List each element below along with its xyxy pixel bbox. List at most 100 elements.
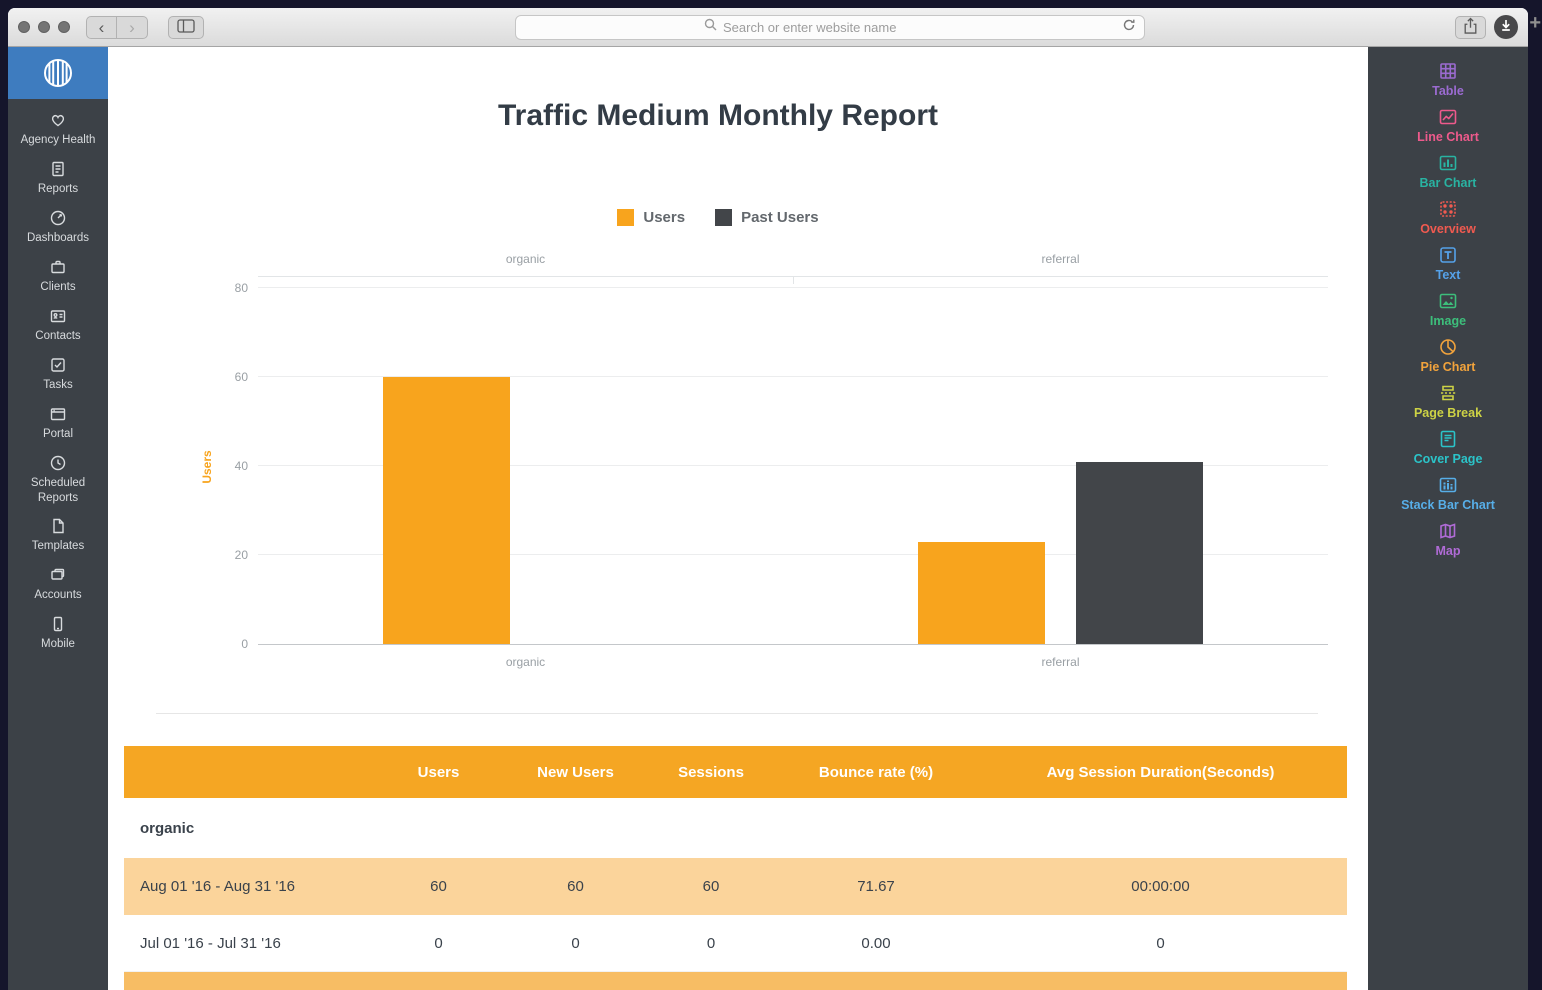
table-cell: 0	[706, 934, 716, 952]
category-label: referral	[1041, 655, 1080, 669]
stack-bar-chart-icon	[1438, 475, 1458, 495]
widget-cover-page[interactable]: Cover Page	[1413, 429, 1483, 466]
briefcase-icon	[49, 258, 67, 276]
chart-title: Traffic Medium Monthly Report	[497, 99, 938, 132]
widget-divider	[156, 713, 1318, 714]
reload-icon[interactable]	[1122, 18, 1136, 37]
table-cell: 00:00:00	[1131, 878, 1190, 895]
table-cell: 0	[571, 934, 580, 952]
address-bar[interactable]	[514, 14, 1145, 40]
sidebar-item-label: Mobile	[41, 638, 75, 651]
close-window-button[interactable]	[18, 21, 30, 33]
legend-swatch	[715, 209, 733, 226]
page-break-icon	[1438, 383, 1458, 403]
table-section-row: organic	[124, 798, 1347, 858]
y-tick-label: 20	[234, 548, 248, 562]
document-icon	[49, 517, 67, 535]
table-header-cell: New Users	[537, 763, 614, 781]
sidebar-item-label: Templates	[31, 540, 85, 553]
sidebar-item-label: Scheduled Reports	[30, 476, 86, 504]
app-logo[interactable]	[8, 47, 108, 99]
sidebar-icon	[177, 18, 195, 36]
widget-text[interactable]: Text	[1436, 245, 1460, 282]
contact-card-icon	[49, 307, 67, 325]
top-axis-labels: organic referral	[258, 252, 1328, 266]
sidebar-item-agency-health[interactable]: Agency Health	[8, 105, 108, 154]
widget-label: Cover Page	[1413, 452, 1483, 466]
share-button[interactable]	[1455, 15, 1486, 39]
sidebar-item-label: Clients	[40, 280, 76, 293]
overview-icon	[1438, 199, 1458, 219]
widget-table[interactable]: Table	[1432, 61, 1464, 98]
sidebar-item-portal[interactable]: Portal	[8, 399, 108, 448]
table-cell: 60	[702, 878, 720, 895]
text-icon	[1438, 245, 1458, 265]
sidebar-item-reports[interactable]: Reports	[8, 154, 108, 203]
sidebar-item-label: Reports	[37, 182, 79, 195]
report-icon	[49, 160, 67, 178]
bar-groups	[258, 289, 1328, 644]
gridline	[258, 376, 1328, 377]
widget-overview[interactable]: Overview	[1420, 199, 1476, 236]
widget-image[interactable]: Image	[1430, 291, 1466, 328]
sidebar-toggle-button[interactable]	[168, 15, 204, 39]
y-axis-title: Users	[200, 450, 214, 484]
sidebar-item-dashboards[interactable]: Dashboards	[8, 203, 108, 252]
sidebar-item-templates[interactable]: Templates	[8, 511, 108, 560]
legend-item: Users	[617, 209, 685, 226]
left-sidebar: Agency Health Reports Dashboards Clients Con…	[8, 47, 108, 990]
grid-icon	[1438, 61, 1458, 81]
table-cell: 71.67	[857, 878, 895, 895]
widget-page-break[interactable]: Page Break	[1414, 383, 1482, 420]
widget-panel: Table Line Chart Bar Chart Overview Text Imag…	[1368, 47, 1528, 990]
sidebar-item-clients[interactable]: Clients	[8, 252, 108, 301]
widget-map[interactable]: Map	[1436, 521, 1461, 558]
widget-label: Bar Chart	[1419, 176, 1477, 190]
sidebar-item-tasks[interactable]: Tasks	[8, 350, 108, 399]
category-label: organic	[505, 655, 546, 669]
sidebar-item-mobile[interactable]: Mobile	[8, 609, 108, 658]
heart-icon	[49, 111, 67, 129]
sidebar-item-scheduled-reports[interactable]: Scheduled Reports	[8, 448, 108, 512]
chart-legend: Users Past Users	[108, 209, 1328, 226]
widget-label: Map	[1435, 544, 1461, 558]
chart-top-axis	[258, 276, 1328, 284]
downloads-button[interactable]	[1494, 15, 1518, 39]
browser-toolbar: ‹ ›	[8, 8, 1528, 47]
phone-icon	[49, 615, 67, 633]
sidebar-item-label: Dashboards	[26, 231, 89, 244]
back-button[interactable]: ‹	[86, 15, 117, 39]
table-row: Aug 01 '16 - Aug 31 '16 60 60 60 71.67 00:00:…	[124, 858, 1347, 915]
widget-label: Overview	[1420, 222, 1476, 236]
widget-pie-chart[interactable]: Pie Chart	[1420, 337, 1476, 374]
gridline	[258, 554, 1328, 555]
left-sidebar-nav: Agency Health Reports Dashboards Clients Con…	[8, 105, 108, 658]
sidebar-item-label: Contacts	[35, 329, 81, 342]
widget-line-chart[interactable]: Line Chart	[1417, 107, 1479, 144]
new-tab-button[interactable]: +	[1529, 12, 1541, 34]
chart-plot: 0 20 40 60 80	[235, 281, 1328, 651]
zoom-window-button[interactable]	[58, 21, 70, 33]
widget-stack-bar-chart[interactable]: Stack Bar Chart	[1401, 475, 1495, 512]
window-controls	[18, 21, 70, 33]
map-icon	[1438, 521, 1458, 541]
download-icon	[1500, 18, 1512, 36]
app-root: Agency Health Reports Dashboards Clients Con…	[8, 47, 1528, 990]
sidebar-item-contacts[interactable]: Contacts	[8, 301, 108, 350]
url-input[interactable]	[723, 19, 941, 35]
y-tick-label: 0	[241, 637, 248, 651]
legend-label: Past Users	[741, 209, 819, 226]
widget-label: Pie Chart	[1420, 360, 1476, 374]
table-header-cell: Bounce rate (%)	[818, 763, 934, 781]
forward-button[interactable]: ›	[117, 15, 148, 39]
table-cell: Aug 01 '16 - Aug 31 '16	[140, 878, 296, 895]
window-icon	[49, 405, 67, 423]
widget-bar-chart[interactable]: Bar Chart	[1419, 153, 1477, 190]
gauge-icon	[49, 209, 67, 227]
sidebar-item-accounts[interactable]: Accounts	[8, 560, 108, 609]
bar-users-referral	[918, 541, 1045, 644]
widget-label: Stack Bar Chart	[1401, 498, 1495, 512]
table-row: Jul 01 '16 - Jul 31 '16 0 0 0 0.00 0	[124, 915, 1347, 972]
table-cell: 0	[1156, 934, 1165, 952]
minimize-window-button[interactable]	[38, 21, 50, 33]
